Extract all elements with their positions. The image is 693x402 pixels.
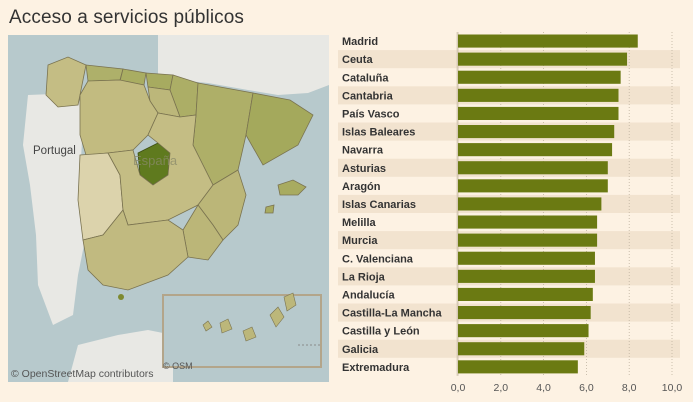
portugal-land	[23, 93, 86, 325]
inset-osm-label: © OSM	[163, 361, 193, 371]
region-ceuta[interactable]	[118, 294, 124, 300]
region-islas-baleares[interactable]	[277, 179, 307, 196]
bar-7[interactable]	[458, 161, 608, 175]
category-label: Cataluña	[342, 72, 389, 84]
category-label: Murcia	[342, 235, 378, 247]
bar-5[interactable]	[458, 125, 615, 139]
category-label: La Rioja	[342, 271, 386, 283]
region-andalucia[interactable]	[82, 209, 189, 291]
bar-10[interactable]	[458, 215, 598, 229]
bar-14[interactable]	[458, 287, 593, 301]
bar-12[interactable]	[458, 251, 595, 265]
region-islas-canarias-4[interactable]	[269, 306, 285, 328]
dashboard-title: Acceso a servicios públicos	[9, 7, 245, 28]
category-label: Melilla	[342, 217, 377, 229]
bars	[458, 34, 638, 374]
region-cataluna[interactable]	[245, 92, 314, 166]
map-attribution[interactable]: © OpenStreetMap contributors	[11, 368, 154, 380]
category-label: Galicia	[342, 344, 379, 356]
region-islas-canarias-2[interactable]	[219, 318, 233, 334]
bar-4[interactable]	[458, 106, 619, 120]
bar-18[interactable]	[458, 360, 578, 374]
bar-2[interactable]	[458, 70, 621, 84]
x-tick-label: 2,0	[493, 382, 508, 394]
bar-13[interactable]	[458, 269, 595, 283]
france-land	[158, 35, 329, 95]
x-tick-label: 10,0	[662, 382, 683, 394]
x-tick-label: 4,0	[536, 382, 551, 394]
canarias-inset-frame	[162, 294, 322, 368]
bar-0[interactable]	[458, 34, 638, 48]
x-tick-label: 6,0	[579, 382, 594, 394]
category-label: Islas Canarias	[342, 199, 416, 211]
region-islas-baleares-2[interactable]	[264, 204, 275, 214]
category-label: Andalucía	[342, 289, 395, 301]
region-galicia[interactable]	[45, 56, 87, 108]
category-label: Madrid	[342, 36, 378, 48]
bar-11[interactable]	[458, 233, 598, 247]
category-label: Islas Baleares	[342, 127, 415, 139]
bar-17[interactable]	[458, 342, 585, 356]
map-canvas[interactable]	[8, 35, 329, 382]
region-islas-canarias-3[interactable]	[242, 326, 257, 342]
bar-15[interactable]	[458, 306, 591, 320]
category-label: C. Valenciana	[342, 253, 414, 265]
x-tick-label: 8,0	[622, 382, 637, 394]
region-islas-canarias-1[interactable]	[202, 320, 213, 332]
region-islas-canarias-5[interactable]	[283, 292, 297, 312]
bar-9[interactable]	[458, 197, 602, 211]
category-label: Castilla y León	[342, 326, 420, 338]
portugal-label: Portugal	[33, 145, 76, 157]
category-label: Navarra	[342, 145, 384, 157]
x-tick-label: 0,0	[451, 382, 466, 394]
category-label: Aragón	[342, 181, 381, 193]
category-label: Asturias	[342, 163, 386, 175]
bar-16[interactable]	[458, 324, 589, 338]
morocco-land	[68, 330, 173, 382]
category-label: Extremadura	[342, 362, 410, 374]
spain-region-map[interactable]: Portugal España © OSM © OpenStreetMap co…	[8, 35, 329, 382]
bar-6[interactable]	[458, 143, 613, 157]
x-tick-labels: 0,0 2,0 4,0 6,0 8,0 10,0	[451, 382, 683, 394]
category-label: Castilla-La Mancha	[342, 308, 443, 320]
category-label: Cantabria	[342, 90, 394, 102]
bar-3[interactable]	[458, 88, 619, 102]
category-label: País Vasco	[342, 108, 400, 120]
category-label: Ceuta	[342, 54, 373, 66]
category-labels: Madrid Ceuta Cataluña Cantabria País Vasco Is…	[342, 36, 443, 374]
bar-8[interactable]	[458, 179, 608, 193]
espana-label: España	[133, 153, 178, 168]
bar-1[interactable]	[458, 52, 628, 66]
